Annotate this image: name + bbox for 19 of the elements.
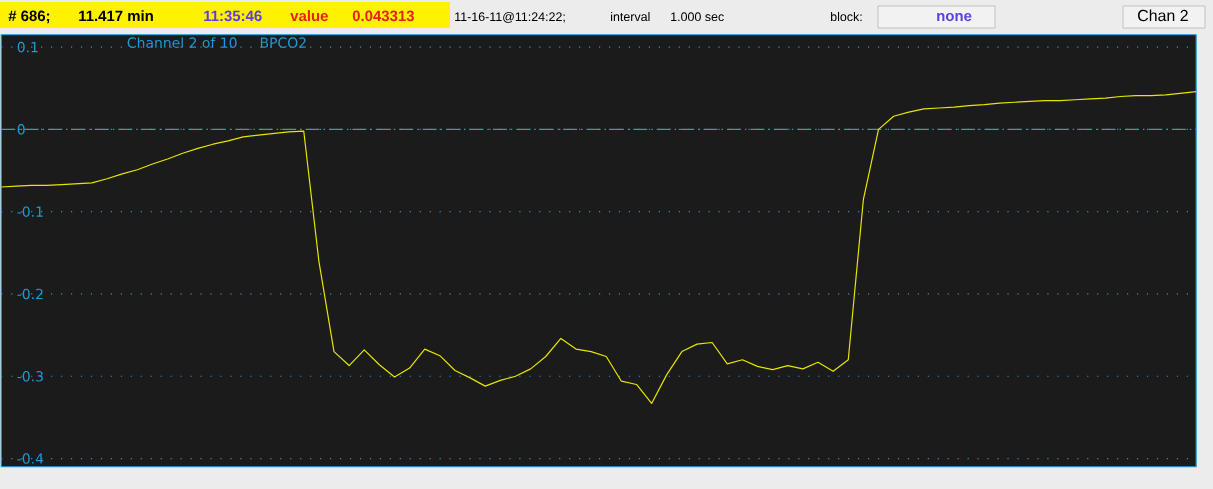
text: 11:35:46 [204,10,262,22]
text: value [290,10,328,22]
y-tick-label: 0.1 [17,41,38,53]
y-tick-label: 0 [17,124,25,135]
y-tick-label: -0.3 [17,370,43,382]
text: block: [831,11,862,22]
text: 11.417 min [79,10,153,21]
text: interval [611,11,650,22]
text: # 686; [8,10,50,24]
text: 1.000 sec [671,12,724,22]
text: Chan 2 [1138,9,1188,22]
y-tick-label: -0.2 [17,288,43,300]
chart-subtitle: BPCO2 [260,37,306,48]
text: none [937,12,972,22]
y-tick-label: -0.1 [17,206,43,217]
text: 0.043313 [352,10,414,22]
chart-title: Channel 2 of 10 [127,37,237,48]
text: 11-16-11@11:24:22; [455,11,565,23]
y-tick-label: -0.4 [17,453,44,464]
